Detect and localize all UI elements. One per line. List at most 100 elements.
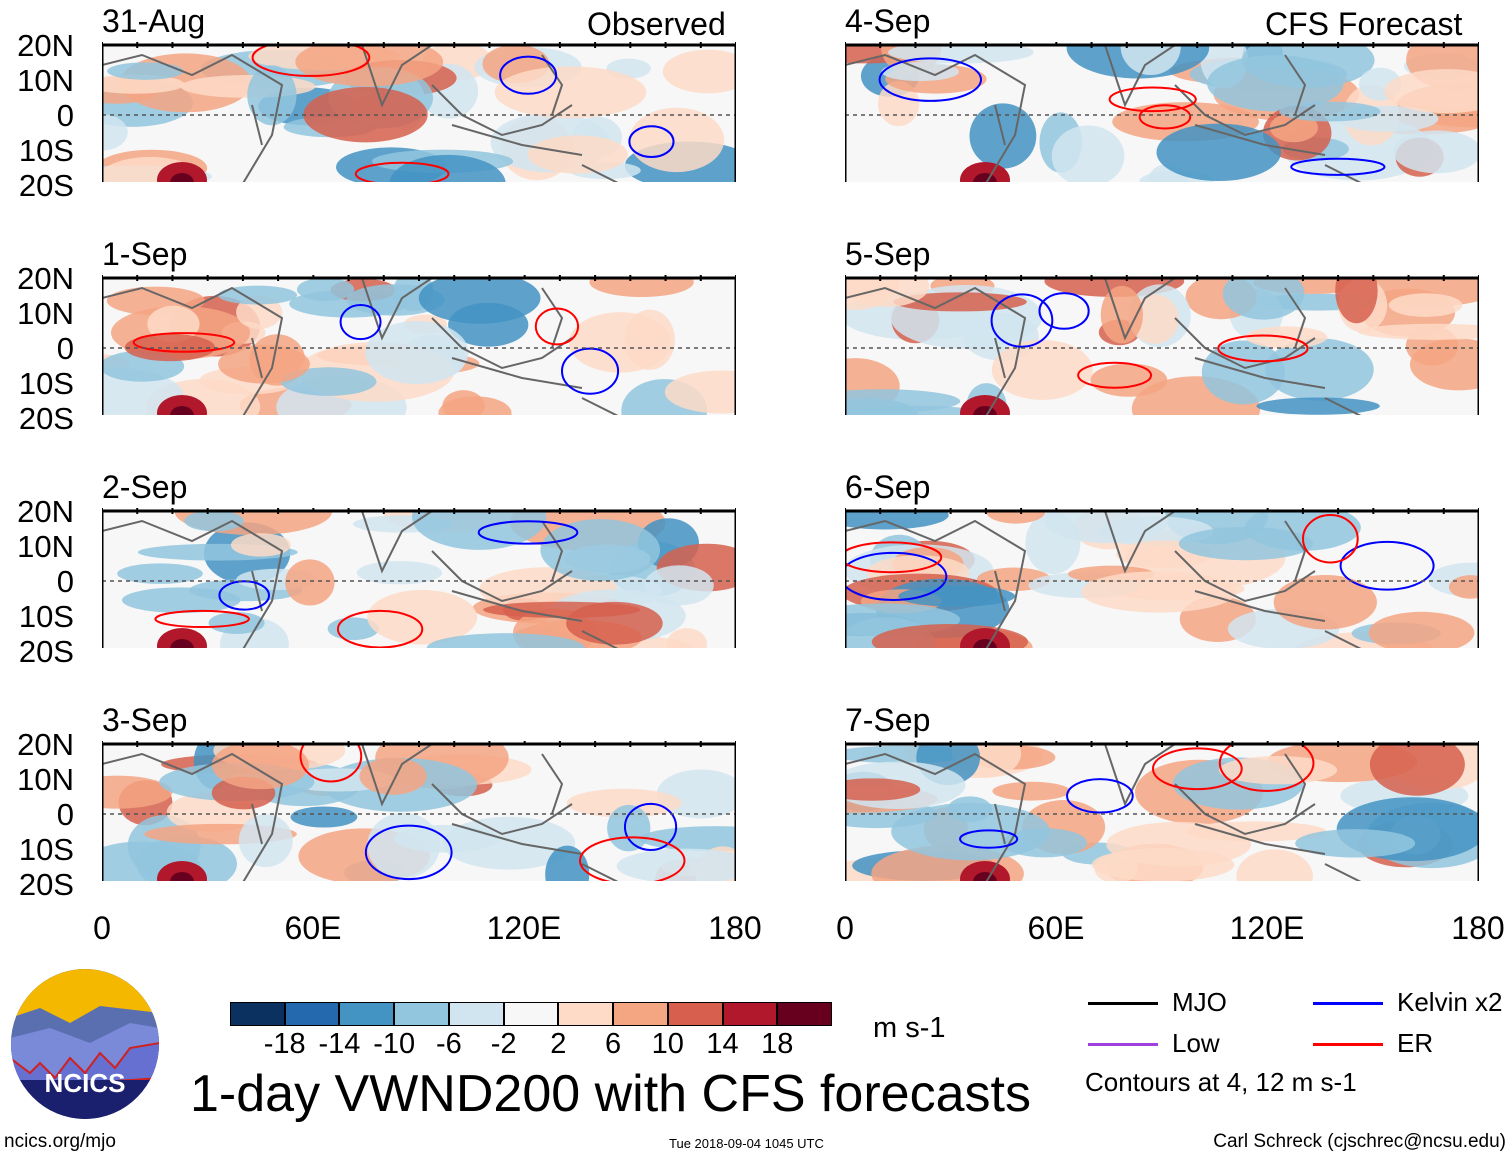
longitude-label: 180 (708, 910, 762, 946)
latitude-label: 0 (56, 98, 74, 133)
wind-anomaly-shading (545, 845, 590, 881)
wind-anomaly-shading (1090, 363, 1168, 397)
footer-author: Carl Schreck (cjschrec@ncsu.edu) (1213, 1131, 1506, 1152)
latitude-label: 10N (17, 63, 74, 98)
colorbar-label: 2 (550, 1028, 567, 1060)
wind-anomaly-shading (845, 778, 921, 801)
wind-anomaly-shading (170, 173, 194, 182)
map-panel (102, 508, 736, 648)
wind-anomaly-shading (303, 86, 428, 143)
wind-anomaly-shading (1295, 829, 1416, 858)
colorbar-label: 6 (605, 1028, 622, 1060)
wind-anomaly-shading (208, 612, 265, 634)
kelvin-contour (1339, 540, 1435, 591)
colorbar-swatch (558, 1002, 614, 1026)
longitude-label: 180 (1451, 910, 1505, 946)
wind-anomaly-shading (367, 812, 441, 879)
latitude-label: 0 (56, 331, 74, 366)
longitude-label: 120E (486, 910, 562, 946)
latitude-label: 0 (56, 797, 74, 832)
wind-anomaly-shading (960, 861, 1010, 881)
er-contour (1108, 86, 1197, 113)
er-contour (1217, 334, 1309, 363)
wind-anomaly-shading (898, 585, 1016, 607)
wind-anomaly-shading (1178, 526, 1314, 561)
er-contour (354, 161, 450, 182)
legend-line-kelvin-x2 (1313, 1002, 1383, 1005)
wind-anomaly-shading (1388, 293, 1463, 317)
legend-label: ER (1397, 1028, 1434, 1058)
colorbar-units: m s-1 (873, 1012, 946, 1044)
wind-anomaly-shading (1051, 125, 1125, 182)
wind-anomaly-shading (157, 395, 207, 415)
legend-line-mjo (1088, 1002, 1158, 1005)
er-contour (534, 307, 580, 346)
wind-anomaly-shading (102, 775, 173, 809)
kelvin-contour (878, 57, 982, 102)
wind-anomaly-shading (170, 406, 194, 415)
figure-title: 1-day VWND200 with CFS forecasts (190, 1065, 1031, 1123)
er-contour (336, 609, 424, 648)
colorbar-swatch (777, 1002, 832, 1026)
wind-anomaly-shading (1222, 278, 1305, 320)
wind-anomaly-shading (1091, 848, 1235, 881)
wind-anomaly-shading (568, 312, 671, 373)
er-contour (1077, 361, 1153, 389)
kelvin-contour (477, 520, 579, 545)
wind-anomaly-shading (607, 804, 651, 852)
wind-anomaly-shading (616, 848, 736, 881)
latitude-label: 10S (18, 133, 74, 168)
latitude-label: 10N (17, 762, 74, 797)
latitude-label: 20S (18, 401, 74, 436)
colorbar-swatch (394, 1002, 449, 1026)
legend-line-low (1088, 1043, 1158, 1046)
wind-anomaly-shading (589, 278, 694, 298)
wind-anomaly-shading (1368, 611, 1475, 648)
wind-anomaly-shading (218, 344, 310, 384)
wind-anomaly-shading (296, 278, 355, 302)
wind-anomaly-shading (1156, 123, 1282, 182)
wind-anomaly-shading (1358, 323, 1479, 340)
footer-url[interactable]: ncics.org/mjo (4, 1131, 116, 1152)
ncics-logo: NCICS (11, 969, 159, 1119)
latitude-label: 10S (18, 599, 74, 634)
colorbar-label: -10 (373, 1028, 416, 1060)
legend-label: MJO (1172, 987, 1227, 1017)
coastline (102, 45, 619, 182)
map-panel (845, 275, 1479, 415)
er-contour (1218, 744, 1315, 792)
colorbar-label: -6 (436, 1028, 462, 1060)
wind-anomaly-shading (566, 601, 663, 645)
panel-date: 3-Sep (102, 702, 188, 738)
wind-anomaly-shading (285, 559, 335, 606)
latitude-label: 20S (18, 634, 74, 669)
map-panel (102, 275, 736, 415)
wind-anomaly-shading (960, 162, 1010, 182)
wind-anomaly-shading (992, 781, 1071, 801)
longitude-label: 60E (1027, 910, 1085, 946)
wind-anomaly-shading (1279, 101, 1381, 122)
colorbar-label: -2 (490, 1028, 517, 1060)
colorbar-swatch (448, 1002, 504, 1026)
latitude-label: 20N (17, 28, 74, 63)
wind-anomaly-shading (845, 278, 930, 307)
wind-anomaly-shading (426, 633, 585, 648)
latitude-label: 10S (18, 832, 74, 867)
latitude-label: 20N (17, 261, 74, 296)
wind-anomaly-shading (1236, 849, 1313, 881)
wind-anomaly-shading (1256, 397, 1380, 415)
coastline (845, 45, 1362, 182)
contours-note: Contours at 4, 12 m s-1 (1085, 1067, 1357, 1097)
er-contour (299, 744, 363, 783)
wind-anomaly-shading (664, 370, 736, 414)
colorbar-label: -18 (263, 1028, 306, 1060)
map-panel (102, 741, 736, 881)
wind-anomaly-shading (1044, 511, 1169, 544)
colorbar-swatch (284, 1002, 340, 1026)
wind-anomaly-shading (184, 511, 244, 532)
er-contour (154, 609, 250, 629)
panel-date: 2-Sep (102, 469, 188, 505)
wind-anomaly-shading (1130, 294, 1179, 344)
latitude-label: 0 (56, 564, 74, 599)
er-contour (578, 836, 686, 881)
